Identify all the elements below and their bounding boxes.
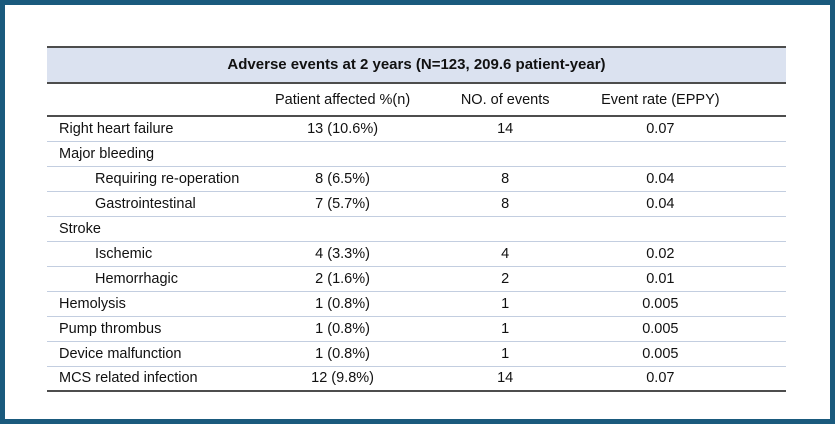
cell-filler	[741, 266, 786, 292]
cell-patient-affected	[253, 216, 432, 242]
cell-filler	[741, 116, 786, 142]
cell-label: Requiring re-operation	[47, 166, 254, 192]
cell-filler	[741, 241, 786, 267]
cell-label: Major bleeding	[47, 141, 254, 167]
cell-events: 14	[431, 366, 580, 392]
column-header-label	[47, 84, 254, 117]
table-title: Adverse events at 2 years (N=123, 209.6 …	[47, 46, 786, 84]
cell-label: Right heart failure	[47, 116, 254, 142]
column-header-patient-affected: Patient affected %(n)	[253, 84, 432, 117]
cell-filler	[741, 366, 786, 392]
table-row-ischemic: Ischemic 4 (3.3%) 4 0.02	[47, 241, 786, 267]
cell-patient-affected: 1 (0.8%)	[253, 291, 432, 317]
table-row-mcs-related-infection: MCS related infection 12 (9.8%) 14 0.07	[47, 366, 786, 392]
cell-label: MCS related infection	[47, 366, 254, 392]
cell-event-rate: 0.005	[579, 341, 742, 367]
table-row-hemolysis: Hemolysis 1 (0.8%) 1 0.005	[47, 291, 786, 317]
cell-patient-affected	[253, 141, 432, 167]
cell-event-rate: 0.04	[579, 191, 742, 217]
adverse-events-data-grid: Patient affected %(n) NO. of events Even…	[47, 84, 786, 392]
cell-patient-affected: 4 (3.3%)	[253, 241, 432, 267]
table-row-major-bleeding: Major bleeding	[47, 141, 786, 167]
cell-filler	[741, 191, 786, 217]
cell-events	[431, 216, 580, 242]
column-header-filler	[741, 84, 786, 117]
cell-filler	[741, 166, 786, 192]
table-row-pump-thrombus: Pump thrombus 1 (0.8%) 1 0.005	[47, 316, 786, 342]
cell-event-rate: 0.07	[579, 366, 742, 392]
column-header-event-rate: Event rate (EPPY)	[579, 84, 742, 117]
cell-filler	[741, 341, 786, 367]
cell-events: 1	[431, 316, 580, 342]
cell-events: 14	[431, 116, 580, 142]
cell-label: Hemorrhagic	[47, 266, 254, 292]
cell-event-rate	[579, 216, 742, 242]
cell-patient-affected: 13 (10.6%)	[253, 116, 432, 142]
cell-label: Pump thrombus	[47, 316, 254, 342]
cell-filler	[741, 216, 786, 242]
table-row-device-malfunction: Device malfunction 1 (0.8%) 1 0.005	[47, 341, 786, 367]
cell-filler	[741, 291, 786, 317]
table-row-stroke: Stroke	[47, 216, 786, 242]
cell-events	[431, 141, 580, 167]
cell-filler	[741, 316, 786, 342]
cell-filler	[741, 141, 786, 167]
cell-patient-affected: 2 (1.6%)	[253, 266, 432, 292]
cell-label: Ischemic	[47, 241, 254, 267]
cell-event-rate: 0.005	[579, 291, 742, 317]
adverse-events-table: Adverse events at 2 years (N=123, 209.6 …	[47, 46, 786, 392]
cell-event-rate	[579, 141, 742, 167]
cell-patient-affected: 1 (0.8%)	[253, 316, 432, 342]
table-row-requiring-re-operation: Requiring re-operation 8 (6.5%) 8 0.04	[47, 166, 786, 192]
cell-events: 1	[431, 341, 580, 367]
column-header-events: NO. of events	[431, 84, 580, 117]
cell-patient-affected: 7 (5.7%)	[253, 191, 432, 217]
cell-event-rate: 0.005	[579, 316, 742, 342]
cell-label: Stroke	[47, 216, 254, 242]
table-row-hemorrhagic: Hemorrhagic 2 (1.6%) 2 0.01	[47, 266, 786, 292]
table-row-right-heart-failure: Right heart failure 13 (10.6%) 14 0.07	[47, 116, 786, 142]
cell-patient-affected: 12 (9.8%)	[253, 366, 432, 392]
cell-event-rate: 0.02	[579, 241, 742, 267]
cell-events: 4	[431, 241, 580, 267]
cell-patient-affected: 8 (6.5%)	[253, 166, 432, 192]
cell-label: Device malfunction	[47, 341, 254, 367]
cell-events: 1	[431, 291, 580, 317]
column-header-row: Patient affected %(n) NO. of events Even…	[47, 84, 786, 117]
cell-event-rate: 0.01	[579, 266, 742, 292]
cell-event-rate: 0.07	[579, 116, 742, 142]
table-row-gastrointestinal: Gastrointestinal 7 (5.7%) 8 0.04	[47, 191, 786, 217]
cell-events: 8	[431, 191, 580, 217]
cell-events: 2	[431, 266, 580, 292]
cell-events: 8	[431, 166, 580, 192]
cell-event-rate: 0.04	[579, 166, 742, 192]
cell-patient-affected: 1 (0.8%)	[253, 341, 432, 367]
cell-label: Gastrointestinal	[47, 191, 254, 217]
cell-label: Hemolysis	[47, 291, 254, 317]
